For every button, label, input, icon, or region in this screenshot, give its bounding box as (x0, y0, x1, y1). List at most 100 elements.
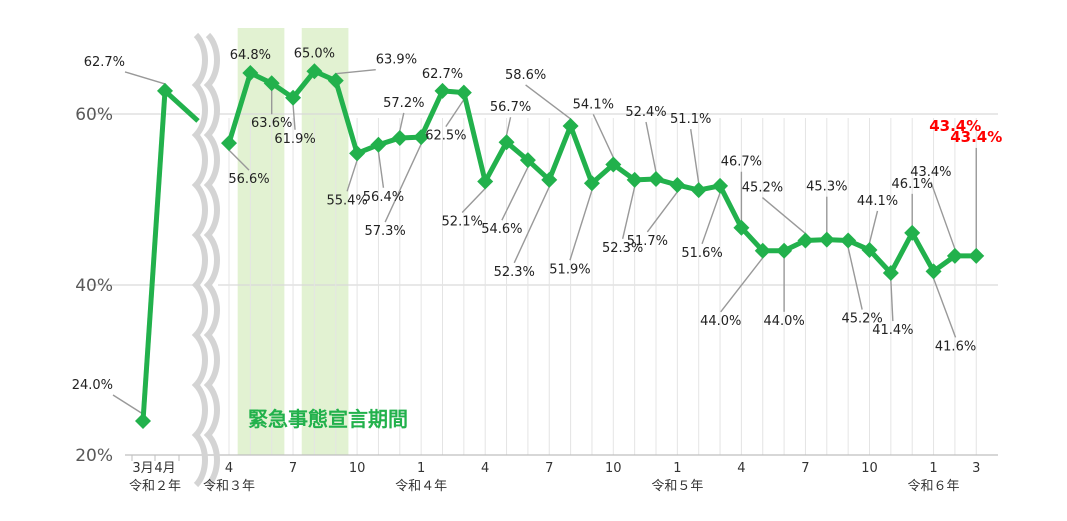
data-point (263, 75, 280, 92)
x-tick-label: 7 (801, 461, 809, 476)
leader-line (335, 68, 376, 75)
leader-line (525, 84, 572, 120)
latest-value-label: 43.4% (929, 117, 981, 135)
data-point (541, 171, 558, 188)
data-point (733, 219, 750, 236)
data-point (754, 242, 771, 259)
data-label: 52.1% (442, 215, 483, 230)
data-point (221, 135, 237, 152)
x-tick-label: 10 (605, 461, 622, 476)
leader-line (124, 71, 166, 85)
data-label: 43.4% (910, 165, 951, 180)
x-tick-label: 4 (225, 461, 233, 476)
data-point (519, 152, 536, 169)
leader-line (701, 192, 721, 245)
data-point (349, 145, 366, 162)
data-point (840, 232, 857, 249)
data-point (712, 177, 729, 194)
y-tick-label: 20% (75, 446, 113, 466)
leader-line (868, 210, 879, 244)
data-point (882, 265, 899, 282)
x-era-label: 令和６年 (908, 479, 960, 494)
data-label: 54.6% (481, 222, 522, 237)
x-tick-label: 4 (481, 461, 489, 476)
x-era-label: 令和３年 (203, 479, 255, 494)
data-point (157, 82, 173, 99)
leader-line (501, 166, 529, 221)
data-point (285, 89, 302, 106)
data-point (370, 136, 387, 153)
data-label: 63.6% (251, 116, 292, 131)
series-line-segment (140, 90, 168, 422)
axis-break (191, 32, 220, 488)
x-tick-label: 4 (737, 461, 745, 476)
grid (90, 113, 998, 461)
x-tick-label: 1 (417, 461, 425, 476)
data-point (583, 175, 600, 192)
data-point (605, 156, 622, 173)
data-point (861, 241, 878, 258)
data-point (135, 413, 151, 429)
leader-line (384, 143, 422, 223)
data-point (946, 247, 963, 264)
data-point (242, 64, 259, 81)
leader-line (621, 186, 636, 239)
data-point (306, 63, 323, 80)
leader-line (932, 278, 957, 338)
data-label: 44.1% (857, 194, 898, 209)
y-tick-label: 40% (75, 276, 113, 296)
x-tick-label: 1 (673, 461, 681, 476)
leader-line (645, 121, 657, 173)
x-tick-label: 7 (545, 461, 553, 476)
x-tick-label: 10 (349, 461, 366, 476)
data-point (455, 84, 472, 101)
leader-line (292, 104, 296, 130)
leader-line (646, 191, 678, 233)
data-point (968, 247, 985, 264)
leader-lines (112, 68, 977, 415)
leader-line (569, 190, 593, 261)
data-label: 43.4% (950, 128, 1002, 146)
emergency-band-1 (237, 28, 285, 455)
data-point (477, 173, 494, 190)
y-tick-label: 60% (75, 105, 113, 125)
x-tick-label: 4月 (154, 461, 175, 476)
data-label: 56.6% (228, 172, 269, 187)
x-tick-label: 10 (861, 461, 878, 476)
data-label: 64.8% (230, 48, 271, 63)
y-axis: 60% 40% 20% (75, 105, 113, 466)
data-label: 62.7% (422, 67, 463, 82)
x-tick-label: 7 (289, 461, 297, 476)
x-era-label: 令和５年 (651, 479, 703, 494)
data-label: 41.4% (872, 323, 913, 338)
data-label: 58.6% (505, 68, 546, 83)
data-label: 52.4% (625, 105, 666, 120)
data-label: 45.3% (806, 180, 847, 195)
leader-line (346, 160, 358, 192)
leader-line (847, 247, 863, 310)
data-point (690, 182, 707, 199)
data-label: 62.7% (84, 55, 125, 70)
leader-line (690, 128, 700, 184)
data-label: 55.4% (326, 193, 367, 208)
data-label: 24.0% (72, 378, 113, 393)
data-point (327, 72, 344, 89)
data-label: 57.2% (383, 96, 424, 111)
data-label: 51.9% (549, 262, 590, 277)
data-label: 54.1% (573, 97, 614, 112)
data-label: 65.0% (294, 46, 335, 61)
leader-line (762, 197, 806, 235)
data-labels: 24.0% 62.7% 56.6% 64.8% 63.6%61.9% 65.0% 63.9%… (72, 46, 1003, 393)
series-line (135, 63, 985, 429)
leader-line (399, 112, 405, 132)
data-point (648, 170, 664, 187)
leader-line (513, 186, 550, 264)
leader-line (228, 149, 250, 171)
data-point (626, 171, 643, 188)
x-tick-label: 3月 (132, 461, 153, 476)
data-label: 51.7% (627, 234, 668, 249)
emergency-band-label: 緊急事態宣言期間 (248, 407, 408, 431)
data-point (797, 232, 814, 249)
